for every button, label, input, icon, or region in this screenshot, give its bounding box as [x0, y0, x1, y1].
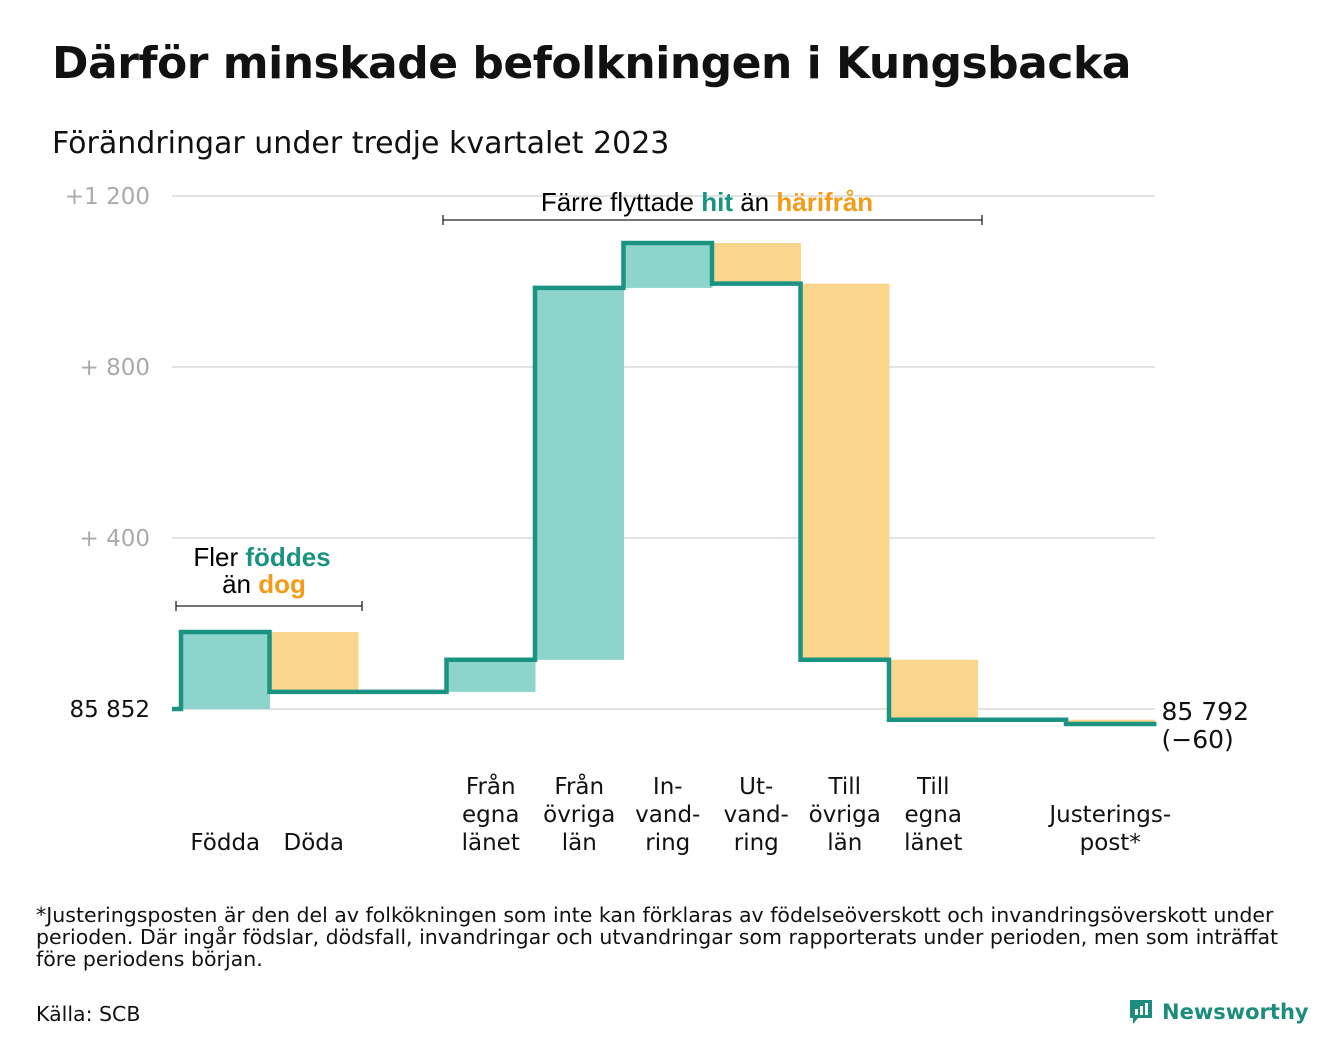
x-category-label: vand- — [724, 802, 789, 828]
annotation-migration-highlight-in: hit — [701, 187, 733, 217]
bars — [181, 243, 1155, 724]
x-category-label: In- — [653, 774, 683, 800]
x-category-label: Till — [916, 774, 950, 800]
x-category-label: länet — [462, 830, 520, 856]
y-tick-label: +1 200 — [65, 184, 150, 210]
annotation-migration: Färre flyttade hit än härifrån — [541, 187, 873, 217]
source-note: Källa: SCB — [36, 1002, 141, 1026]
x-category-label: län — [562, 830, 597, 856]
chart-title: Därför minskade befolkningen i Kungsback… — [52, 38, 1131, 89]
waterfall-bar — [712, 243, 801, 284]
x-category-label: övriga — [809, 802, 881, 828]
x-category-label: egna — [462, 802, 519, 828]
annotation-migration-pre: Färre flyttade — [541, 187, 694, 217]
annotation-birth-bracket — [175, 601, 363, 611]
x-category-label: ring — [734, 830, 779, 856]
x-category-label: Döda — [284, 830, 344, 856]
waterfall-bar — [446, 659, 536, 692]
x-category-label: Ut- — [739, 774, 773, 800]
annotation-migration-mid: än — [740, 187, 769, 217]
annotation-migration-highlight-out: härifrån — [776, 187, 873, 217]
x-category-label: övriga — [543, 802, 615, 828]
y-tick-label: + 400 — [80, 526, 150, 552]
annotation-birth-highlight-in: föddes — [245, 542, 330, 572]
gridlines — [172, 195, 1155, 710]
waterfall-bar — [181, 632, 270, 709]
x-category-label: länet — [904, 830, 962, 856]
x-category-label: Till — [827, 774, 861, 800]
x-category-label: egna — [905, 802, 962, 828]
annotation-birth-mid: än — [222, 569, 251, 599]
annotation-birth-highlight-out: dog — [258, 569, 306, 599]
x-category-label: Från — [554, 772, 604, 800]
x-category-label: Födda — [190, 830, 260, 856]
cumulative-step-line — [172, 240, 1157, 727]
waterfall-bar — [889, 659, 978, 720]
end-value-label: 85 792(−60) — [1162, 697, 1249, 754]
x-category-label: post* — [1080, 830, 1141, 856]
y-axis-labels: +1 200 + 800 + 400 85 852 — [65, 184, 150, 723]
annotation-birth-line2: än dog — [222, 569, 306, 599]
y-tick-label: 85 852 — [70, 697, 150, 723]
end-value: 85 792 — [1162, 697, 1249, 726]
x-axis-labels: Födda DödaFrånegnalänetFrånövrigalänIn-va… — [190, 772, 1171, 856]
waterfall-bar — [623, 243, 713, 288]
annotation-birth-pre: Fler — [193, 542, 238, 572]
chart-subtitle: Förändringar under tredje kvartalet 2023 — [52, 126, 670, 161]
waterfall-bar — [800, 283, 890, 660]
waterfall-bar — [269, 632, 359, 692]
brand-name: Newsworthy — [1162, 1000, 1309, 1024]
waterfall-bar — [535, 287, 624, 660]
annotation-birth-line1: Fler föddes — [193, 542, 330, 572]
x-category-label: län — [827, 830, 862, 856]
x-category-label: Från — [466, 772, 516, 800]
x-category-label: vand- — [635, 802, 700, 828]
y-tick-label: + 800 — [80, 355, 150, 381]
end-change: (−60) — [1162, 725, 1234, 754]
x-category-label: ring — [645, 830, 690, 856]
footnote: *Justeringsposten är den del av folkökni… — [36, 903, 1279, 971]
x-category-label: Justerings- — [1047, 802, 1171, 828]
brand-logo: Newsworthy — [1128, 998, 1309, 1026]
newsworthy-logo-icon — [1130, 1000, 1152, 1024]
annotations: Fler föddes än dog Färre flyttade hit än… — [175, 187, 983, 611]
annotation-migration-bracket — [442, 215, 983, 225]
